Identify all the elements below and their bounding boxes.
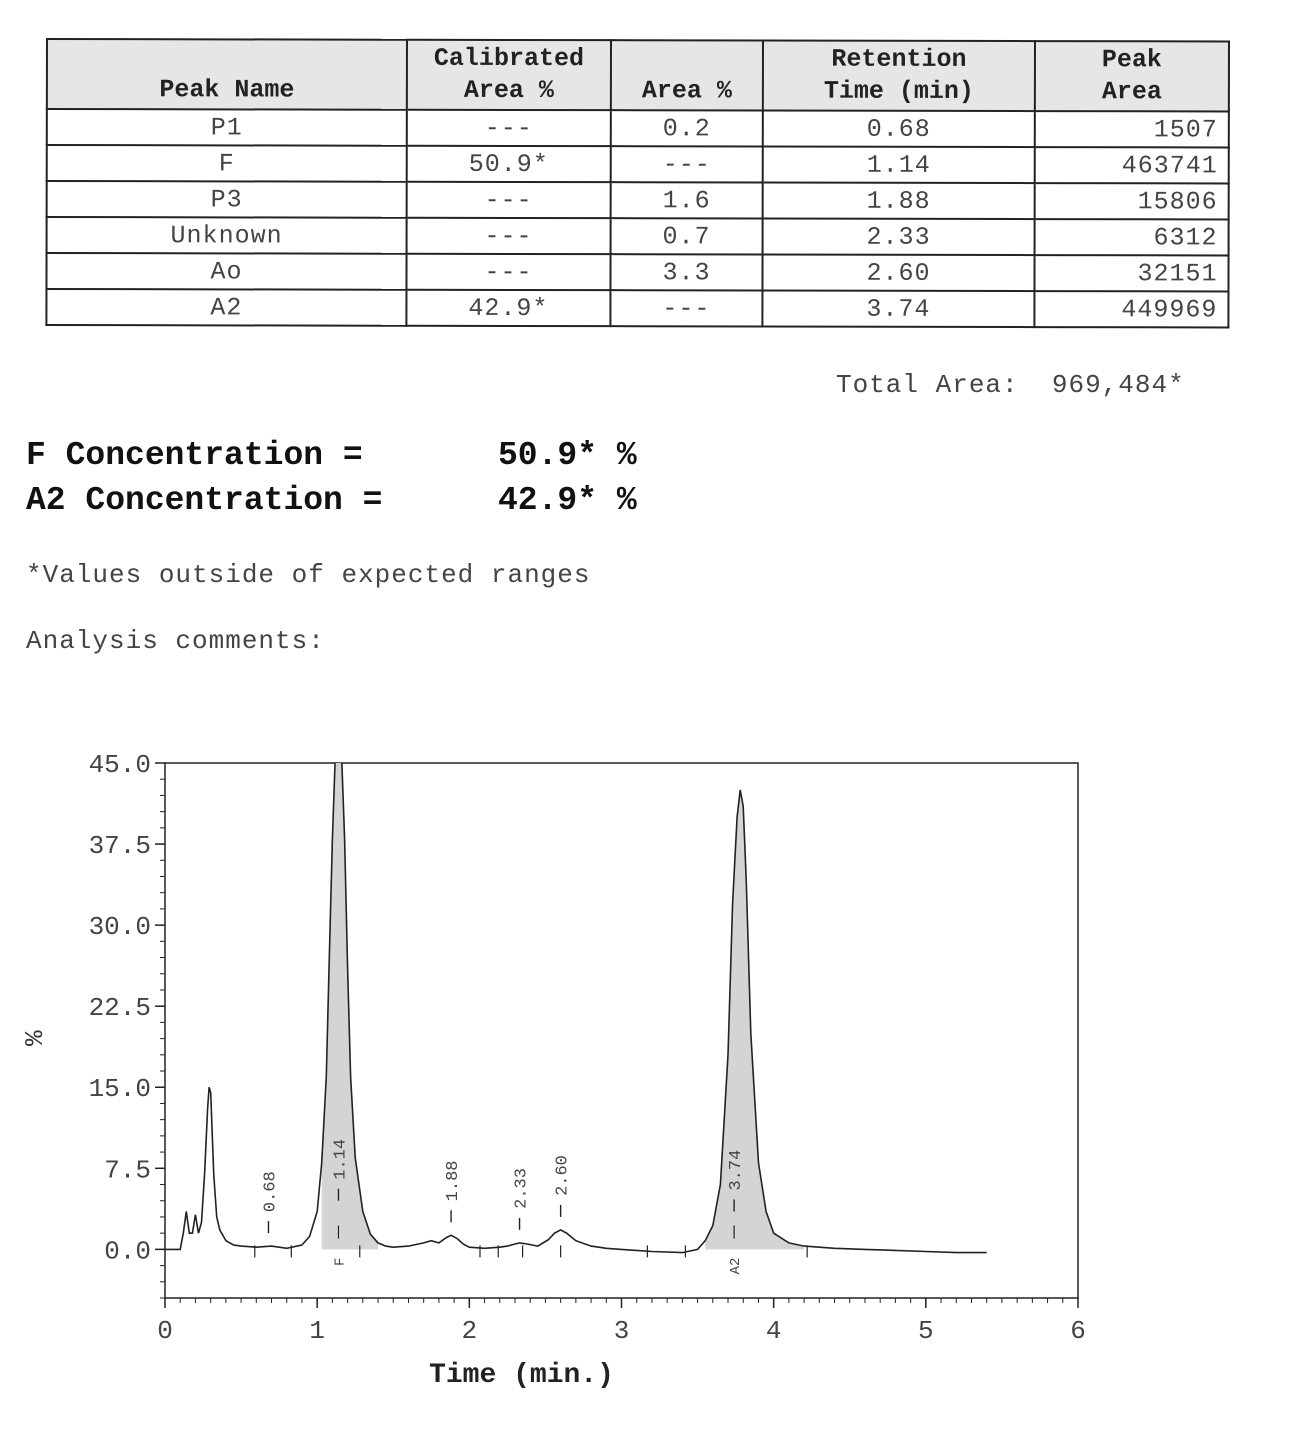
x-tick-label: 3: [614, 1316, 630, 1346]
table-header-row: Peak Name Calibrated Area % Area % Retent…: [46, 39, 1229, 112]
y-axis-label: %: [20, 1030, 50, 1046]
x-tick-label: 2: [462, 1316, 478, 1346]
f-concentration: F Concentration = 50.9* %: [26, 437, 637, 474]
peak-name-label: F: [332, 1258, 348, 1266]
y-tick-label: 30.0: [89, 912, 151, 942]
table-cell: A2: [46, 289, 407, 326]
y-tick-label: 45.0: [89, 750, 151, 780]
footnote: *Values outside of expected ranges: [26, 560, 591, 590]
y-tick-label: 7.5: [104, 1155, 151, 1185]
col-peak-area: Peak Area: [1034, 41, 1229, 112]
peak-rt-label: 1.88: [444, 1161, 463, 1202]
table-body: P1 --- 0.2 0.68 1507 F 50.9* --- 1.14 463741 P3 ---…: [46, 109, 1229, 328]
peak-rt-label: 3.74: [727, 1150, 746, 1191]
comments-label: Analysis comments:: [26, 626, 325, 656]
table-cell: ---: [406, 181, 611, 219]
table-cell: ---: [610, 290, 763, 327]
a2-concentration: A2 Concentration = 42.9* %: [26, 482, 637, 519]
table-cell: 2.60: [762, 254, 1035, 292]
col-peak-name: Peak Name: [46, 39, 407, 110]
table-cell: 2.33: [762, 218, 1035, 256]
x-tick-label: 6: [1070, 1316, 1086, 1346]
table-row: F 50.9* --- 1.14 463741: [46, 145, 1229, 184]
table-row: P3 --- 1.6 1.88 15806: [46, 181, 1229, 220]
total-area: Total Area: 969,484*: [836, 370, 1185, 400]
table-cell: 449969: [1034, 291, 1229, 328]
y-tick-label: 15.0: [89, 1074, 151, 1104]
table-cell: 32151: [1034, 255, 1229, 292]
total-area-label: Total Area:: [836, 370, 1019, 400]
table-cell: P1: [46, 109, 407, 146]
peak-rt-label: 2.60: [554, 1155, 573, 1196]
a2-concentration-label: A2 Concentration =: [26, 482, 383, 519]
x-tick-label: 5: [918, 1316, 934, 1346]
chromatogram-chart: 0.0 7.5 15.0 22.5 30.0 37.5 45.0 0 1 2 3 4 5 6 Time (m…: [20, 750, 1086, 1391]
x-axis-label: Time (min.): [429, 1360, 614, 1391]
peak-f-shade: [321, 763, 378, 1250]
table-cell: 1.6: [610, 182, 763, 219]
peak-name-label: A2: [728, 1258, 744, 1275]
table-cell: 463741: [1034, 147, 1229, 184]
table-cell: 1.14: [762, 146, 1035, 184]
col-area-percent: Area %: [610, 40, 763, 111]
table-row: Ao --- 3.3 2.60 32151: [46, 253, 1229, 292]
table-cell: 1.88: [762, 182, 1035, 220]
table-cell: 0.68: [762, 110, 1035, 148]
x-tick-label: 0: [157, 1316, 173, 1346]
plot-frame: [164, 762, 1079, 1299]
chromatogram-trace: [165, 763, 987, 1254]
a2-concentration-value: 42.9* %: [498, 482, 637, 519]
x-tick-label: 4: [766, 1316, 782, 1346]
table-cell: 3.3: [610, 254, 763, 291]
table-cell: 6312: [1034, 219, 1229, 256]
peak-rt-label: 0.68: [261, 1171, 280, 1212]
table-cell: 50.9*: [406, 145, 611, 183]
table-cell: 15806: [1034, 183, 1229, 220]
table-cell: ---: [406, 109, 611, 147]
table-cell: 1507: [1034, 111, 1229, 148]
f-concentration-value: 50.9* %: [498, 437, 637, 474]
table-cell: ---: [610, 146, 763, 183]
col-calibrated-area: Calibrated Area %: [406, 39, 611, 111]
table-cell: 0.7: [610, 218, 763, 255]
table-cell: Ao: [46, 253, 407, 290]
table-row: P1 --- 0.2 0.68 1507: [46, 109, 1229, 148]
x-tick-label: 1: [309, 1316, 325, 1346]
peak-rt-label: 1.14: [331, 1139, 350, 1180]
f-concentration-label: F Concentration =: [26, 437, 363, 474]
peak-a2-shade: [705, 790, 805, 1250]
y-tick-label: 37.5: [89, 831, 151, 861]
peak-rt-label: 2.33: [513, 1168, 532, 1209]
y-tick-label: 0.0: [104, 1236, 151, 1266]
table-cell: ---: [406, 217, 611, 255]
col-retention-time: Retention Time (min): [762, 40, 1035, 112]
table-row: A2 42.9* --- 3.74 449969: [46, 289, 1229, 328]
table-cell: 42.9*: [406, 289, 611, 327]
table-cell: ---: [406, 253, 611, 291]
table-cell: F: [46, 145, 407, 182]
total-area-value: 969,484*: [1051, 370, 1185, 400]
y-tick-label: 22.5: [89, 993, 151, 1023]
table-cell: P3: [46, 181, 407, 218]
table-row: Unknown --- 0.7 2.33 6312: [46, 217, 1229, 256]
table-cell: Unknown: [46, 217, 407, 254]
table-cell: 0.2: [610, 110, 763, 147]
peak-table: Peak Name Calibrated Area % Area % Retent…: [45, 38, 1230, 328]
table-cell: 3.74: [762, 290, 1035, 328]
